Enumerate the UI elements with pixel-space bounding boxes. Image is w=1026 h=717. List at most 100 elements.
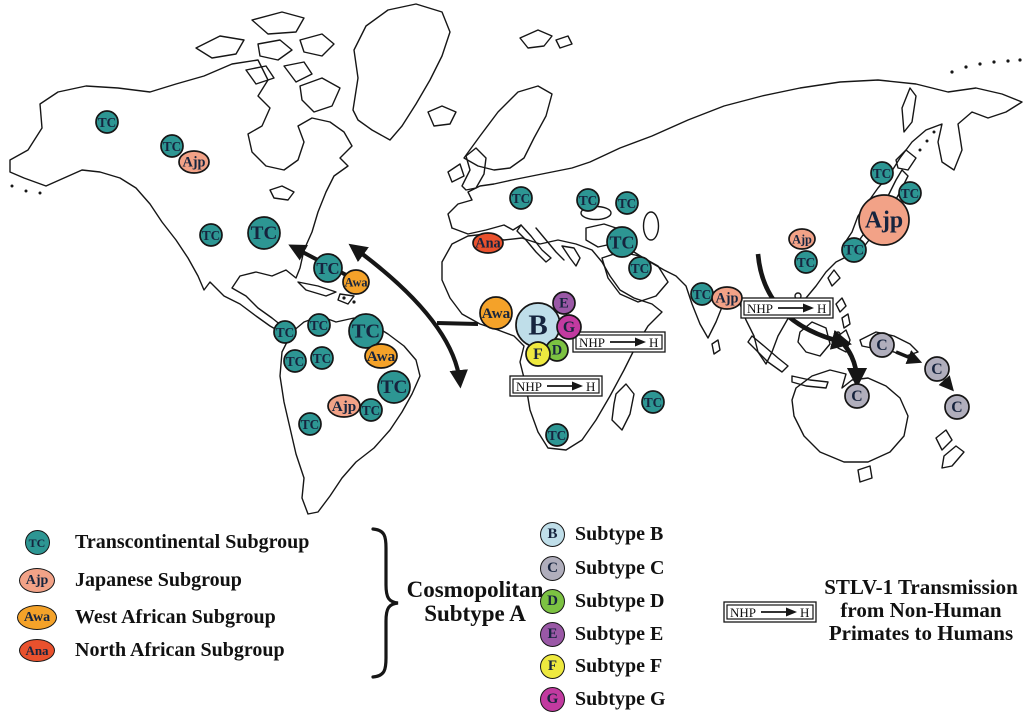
- map-marker-Ajp: [858, 194, 910, 246]
- ana-swatch: Ana: [19, 639, 55, 662]
- legend-item-transcontinental: TC Transcontinental Subgroup: [17, 530, 309, 555]
- legend-item-label: Japanese Subgroup: [75, 569, 242, 591]
- legend-item-label: Subtype B: [575, 523, 664, 545]
- map-marker-Ajp: [788, 228, 816, 250]
- map-marker-label: TC: [352, 321, 380, 343]
- subtype-e-swatch: E: [540, 622, 565, 647]
- map-marker-TC: [247, 216, 281, 250]
- map-marker-G: [556, 314, 582, 340]
- nhp-label: NHP: [579, 335, 605, 350]
- map-marker-label: D: [552, 343, 562, 359]
- map-marker-label: TC: [276, 325, 294, 340]
- map-marker-label: TC: [362, 403, 380, 418]
- nhp-to-human-box: NHP H: [723, 601, 817, 623]
- map-marker-Awa: [479, 296, 513, 330]
- legend-item-north-african: Ana North African Subgroup: [17, 639, 285, 662]
- map-marker-label: Ajp: [865, 208, 903, 234]
- map-marker-Ajp: [178, 150, 210, 174]
- subtype-c-swatch: C: [540, 556, 565, 581]
- awa-swatch: Awa: [17, 605, 57, 630]
- stlv-transmission-label: STLV-1 Transmission from Non-Human Prima…: [824, 575, 1018, 646]
- map-marker-C: [869, 332, 895, 358]
- map-marker-label: TC: [579, 193, 597, 208]
- legend-item-label: Subtype D: [575, 590, 665, 612]
- map-marker-label: TC: [609, 233, 634, 253]
- map-marker-TC: [794, 250, 818, 274]
- map-marker-TC: [898, 181, 922, 205]
- map-marker-TC: [348, 313, 384, 349]
- arrow-icon: [635, 337, 646, 347]
- map-marker-label: TC: [202, 228, 220, 243]
- ajp-swatch: Ajp: [19, 568, 55, 593]
- legend-item-label: West African Subgroup: [75, 606, 276, 628]
- nhp-transmission-boxes: NHP H NHP H NHP H NHP H: [509, 297, 834, 623]
- dissemination-arrows: [288, 243, 954, 392]
- map-marker-Ajp: [711, 286, 743, 310]
- map-marker-TC: [310, 346, 334, 370]
- map-marker-label: TC: [381, 377, 408, 398]
- arrow-icon: [572, 381, 583, 391]
- map-marker-label: TC: [693, 287, 711, 302]
- map-marker-TC: [377, 370, 411, 404]
- legend-item-subtype-b: B Subtype B: [540, 522, 663, 547]
- map-marker-TC: [313, 253, 343, 283]
- map-marker-TC: [95, 110, 119, 134]
- map-marker-label: B: [528, 310, 547, 342]
- map-marker-label: G: [563, 319, 575, 336]
- legend-item-label: Transcontinental Subgroup: [75, 531, 310, 553]
- map-marker-Awa: [364, 343, 398, 369]
- legend-item-subtype-g: G Subtype G: [540, 687, 666, 712]
- map-marker-label: C: [951, 399, 962, 416]
- nhp-label: NHP: [747, 301, 773, 316]
- nhp-to-human-box: NHP H: [509, 375, 603, 397]
- map-marker-label: TC: [512, 191, 530, 206]
- arrow-melanesia-east-2: [938, 375, 954, 392]
- legend-item-west-african: Awa West African Subgroup: [17, 605, 276, 630]
- map-marker-label: TC: [310, 318, 328, 333]
- map-marker-label: Awa: [482, 305, 511, 322]
- map-marker-label: TC: [316, 259, 339, 278]
- map-marker-label: Ajp: [715, 291, 738, 307]
- legend-item-subtype-c: C Subtype C: [540, 556, 664, 581]
- legend-item-subtype-f: F Subtype F: [540, 654, 662, 679]
- legend-item-label: Subtype C: [575, 557, 665, 579]
- map-marker-label: E: [559, 296, 569, 312]
- cosmopolitan-subtype-a-label: Cosmopolitan Subtype A: [406, 577, 544, 627]
- arrow-icon: [786, 607, 797, 617]
- map-marker-label: Ana: [475, 236, 500, 252]
- map-marker-TC: [298, 412, 322, 436]
- continent-outlines: [9, 3, 1023, 515]
- map-marker-TC: [576, 188, 600, 212]
- map-marker-label: C: [931, 361, 942, 378]
- map-marker-label: Awa: [367, 348, 396, 365]
- map-marker-Ana: [472, 232, 504, 254]
- subtype-d-swatch: D: [540, 589, 565, 614]
- map-marker-TC: [273, 320, 297, 344]
- nhp-label: NHP: [730, 605, 756, 620]
- map-marker-label: F: [533, 346, 543, 363]
- human-label: H: [586, 379, 595, 394]
- map-marker-label: TC: [618, 196, 636, 211]
- map-marker-TC: [841, 237, 867, 263]
- nhp-label: NHP: [516, 379, 542, 394]
- map-marker-label: TC: [873, 166, 891, 181]
- map-marker-TC: [283, 349, 307, 373]
- legend-item-japanese: Ajp Japanese Subgroup: [17, 568, 242, 593]
- map-marker-label: TC: [286, 354, 304, 369]
- arrow-awa-connector: [436, 321, 479, 326]
- map-marker-TC: [199, 223, 223, 247]
- map-marker-label: TC: [251, 223, 278, 244]
- arrow-melanesia-east-1: [895, 350, 923, 364]
- map-marker-TC: [359, 398, 383, 422]
- map-marker-label: Ajp: [792, 233, 812, 247]
- map-marker-Awa: [342, 269, 370, 295]
- map-marker-label: TC: [301, 417, 319, 432]
- legend-item-label: Subtype F: [575, 655, 663, 677]
- map-marker-TC: [160, 134, 184, 158]
- human-label: H: [649, 335, 658, 350]
- map-marker-TC: [307, 313, 331, 337]
- map-marker-label: C: [851, 388, 862, 405]
